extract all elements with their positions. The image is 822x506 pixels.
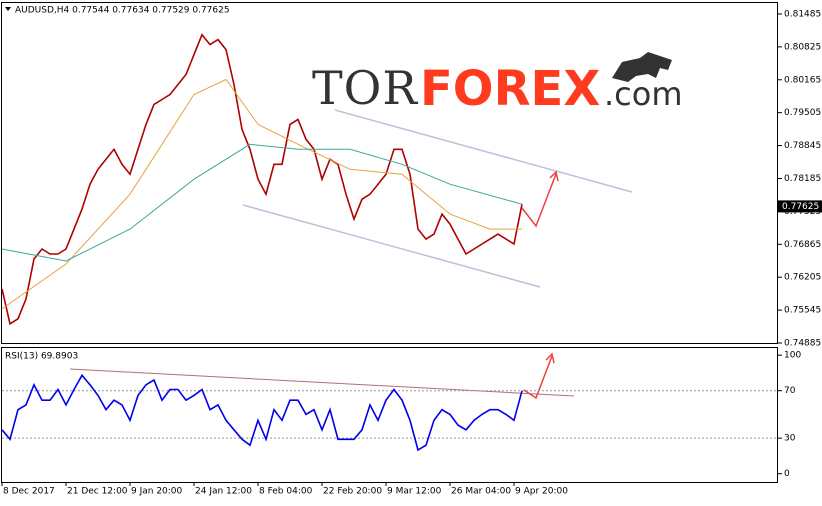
y-tick-label: 0.81485 <box>784 9 821 19</box>
y-tick-label: 30 <box>784 434 796 444</box>
y-tick-label: 0.80825 <box>784 42 821 52</box>
x-tick-label: 22 Feb 20:00 <box>323 487 382 497</box>
y-tick-label: 0.76865 <box>784 240 821 250</box>
price-label: 0.77625 <box>782 202 819 212</box>
x-tick-label: 8 Dec 2017 <box>3 487 55 497</box>
channel-upper <box>334 109 633 193</box>
price-title: AUDUSD,H4 0.77544 0.77634 0.77529 0.7762… <box>15 6 230 16</box>
x-tick-label: 26 Mar 04:00 <box>451 487 511 497</box>
rsi-trendline <box>69 368 575 397</box>
logo-tor: TOR <box>312 61 418 115</box>
y-tick-label: 0.76205 <box>784 273 821 283</box>
y-tick-label: 0.78845 <box>784 141 821 151</box>
y-tick-label: 0.80165 <box>784 75 821 85</box>
series-line <box>1 78 522 310</box>
price-panel <box>1 2 778 344</box>
logo-forex: FOREX <box>420 61 600 117</box>
x-tick-label: 21 Dec 12:00 <box>67 487 128 497</box>
series-line <box>1 373 523 452</box>
x-tick-label: 9 Apr 20:00 <box>515 487 568 497</box>
logo-com: .com <box>604 75 683 113</box>
y-tick-label: 0 <box>784 469 790 479</box>
x-tick-label: 9 Jan 20:00 <box>131 487 183 497</box>
y-tick-label: 0.78185 <box>784 174 821 184</box>
series-line <box>1 143 523 262</box>
y-tick-label: 100 <box>784 351 801 361</box>
y-tick-label: 70 <box>784 386 796 396</box>
y-tick-label: 0.75545 <box>784 306 821 316</box>
menu-arrow[interactable] <box>5 7 11 11</box>
logo: TOR FOREX .com <box>312 52 683 117</box>
rsi-forecast-arrow <box>523 352 555 400</box>
x-tick-label: 9 Mar 12:00 <box>387 487 442 497</box>
series-line <box>1 33 523 326</box>
y-tick-label: 0.74885 <box>784 339 821 349</box>
x-tick-label: 8 Feb 04:00 <box>259 487 313 497</box>
rsi-panel <box>1 347 778 483</box>
forecast-arrow <box>521 170 559 228</box>
x-tick-label: 24 Jan 12:00 <box>195 487 252 497</box>
y-tick-label: 0.79505 <box>784 108 821 118</box>
rsi-title: RSI(13) 69.8903 <box>5 352 78 362</box>
channel-lower <box>242 204 541 288</box>
price-marker <box>778 200 822 213</box>
logo-bull <box>612 52 672 82</box>
